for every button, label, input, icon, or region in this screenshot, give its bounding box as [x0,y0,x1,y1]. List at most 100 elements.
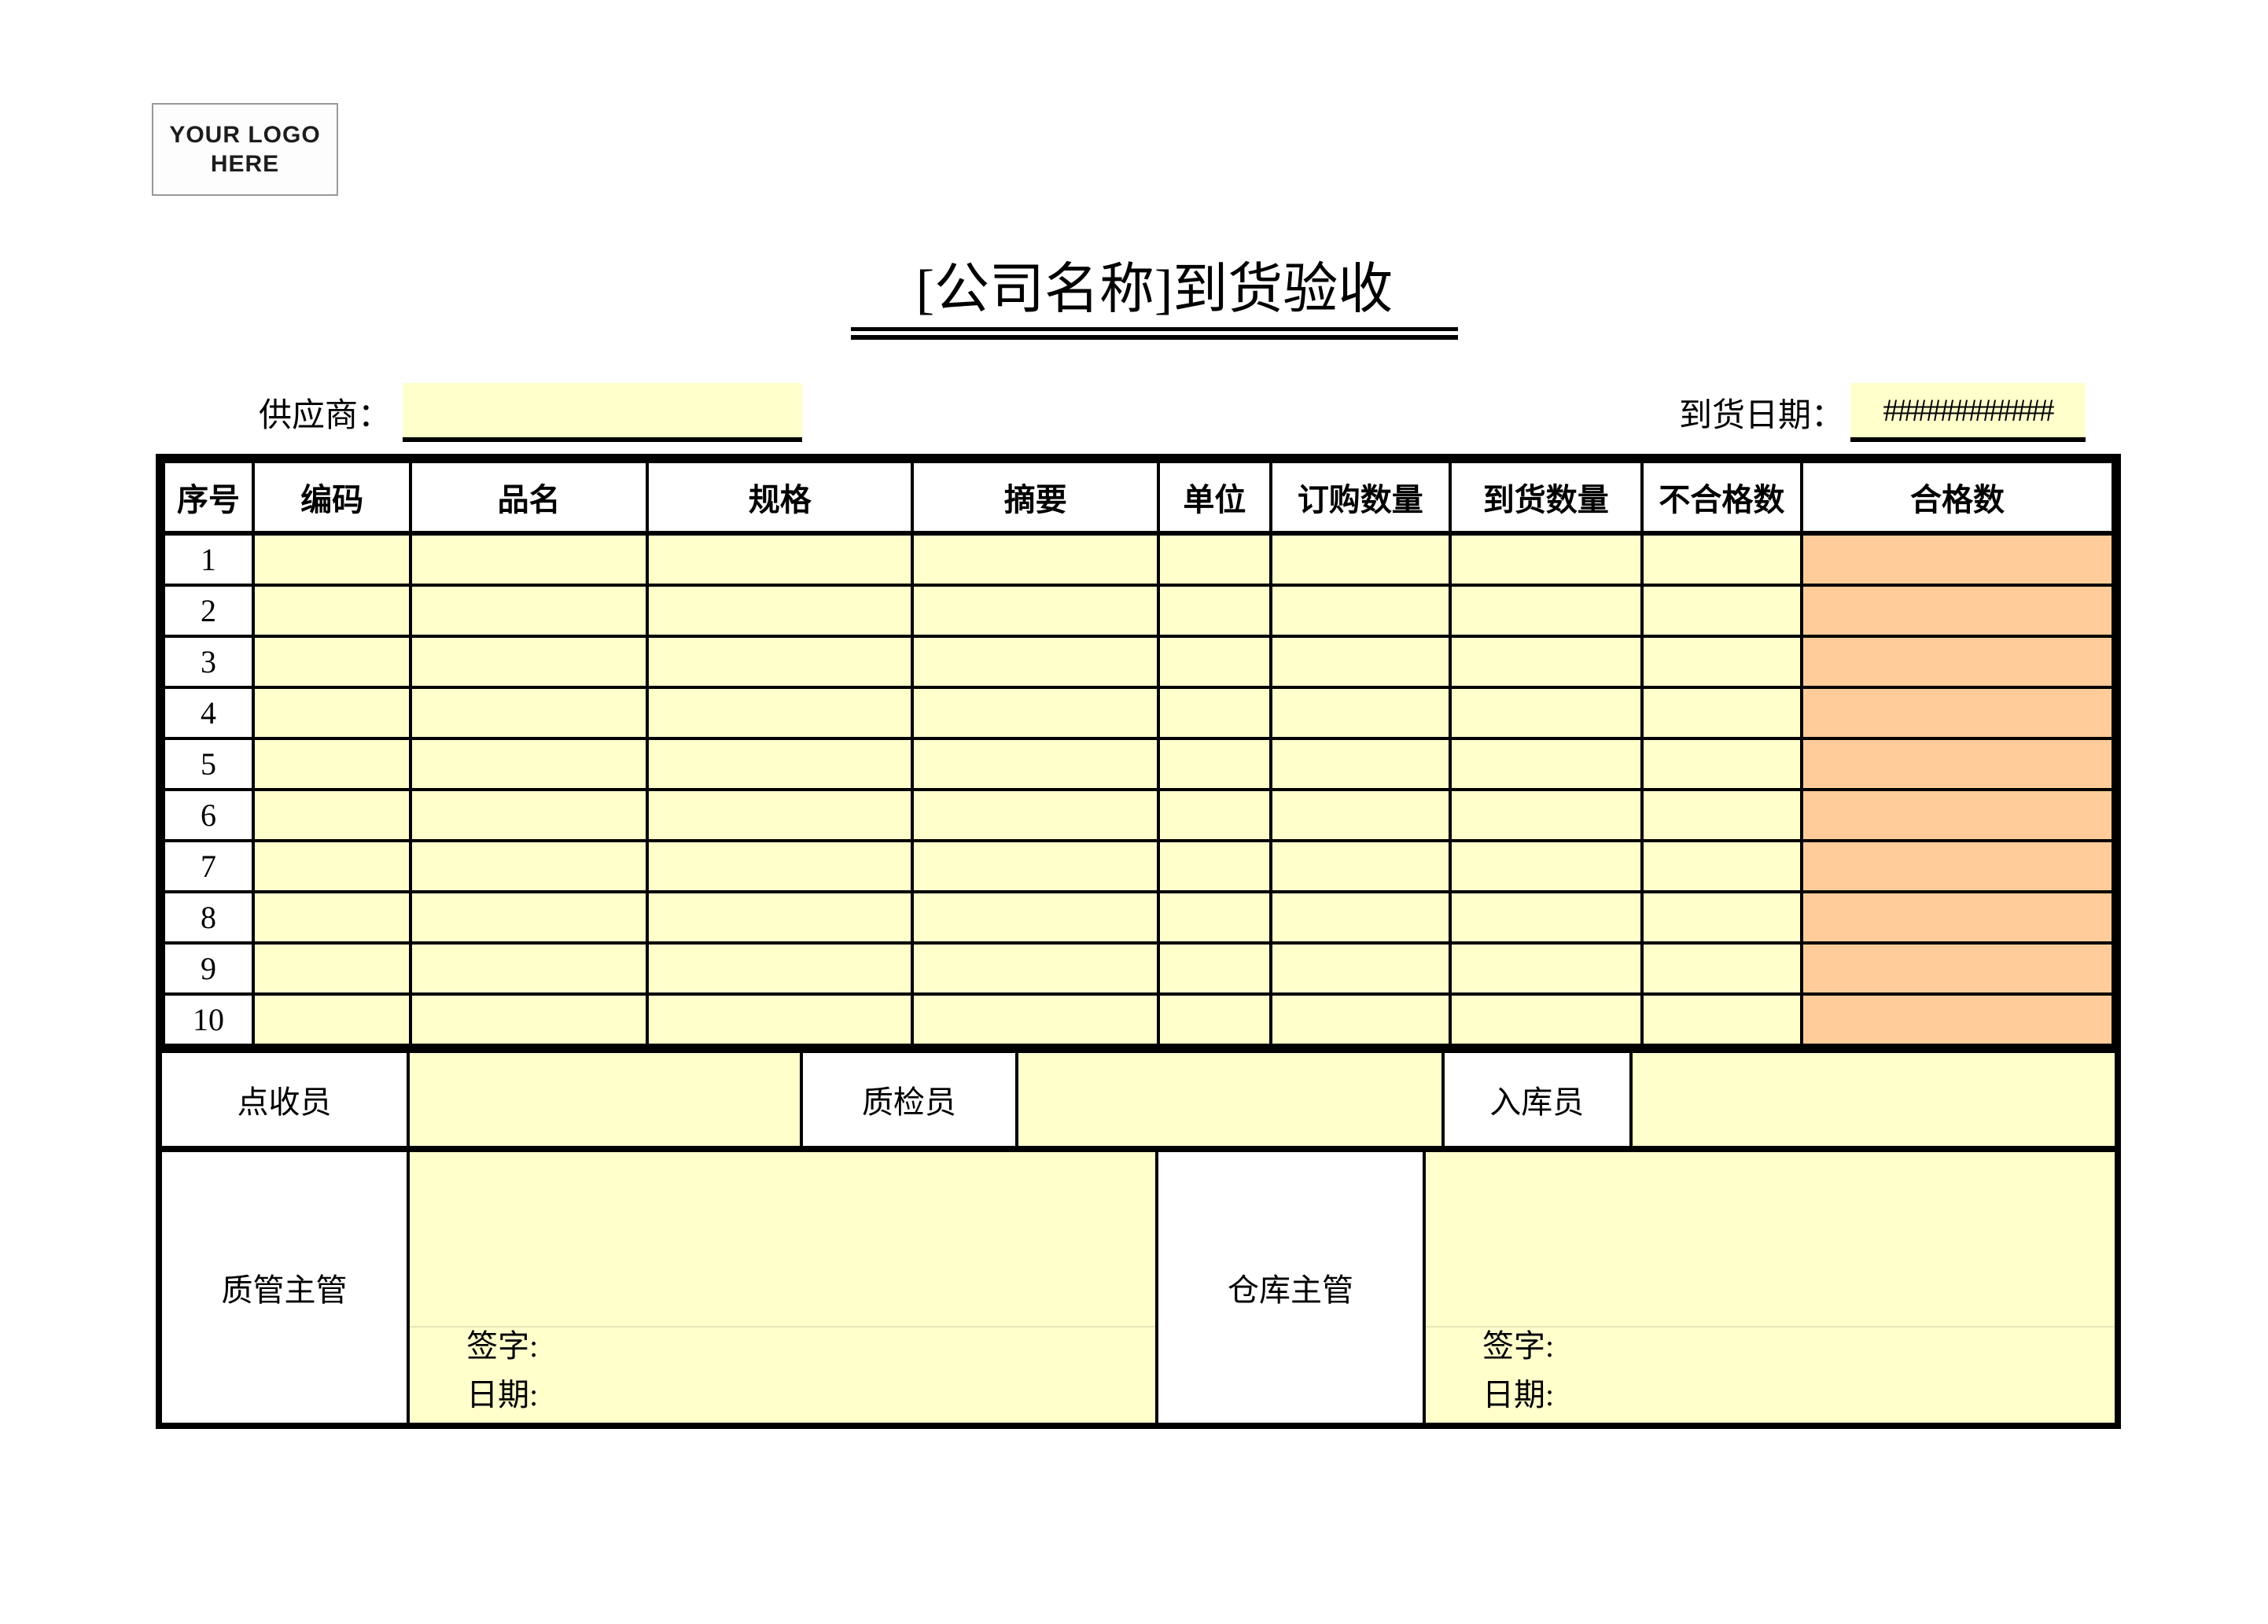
code-cell[interactable] [252,992,413,1047]
order-qty-cell[interactable] [1268,635,1452,689]
spec-cell[interactable] [646,839,915,893]
unqualified-qty-cell[interactable] [1640,839,1804,893]
unit-cell[interactable] [1157,635,1272,689]
qualified-qty-cell[interactable] [1800,737,2115,791]
product-name-cell[interactable] [409,635,650,689]
product-name-cell[interactable] [409,992,650,1047]
product-name-cell[interactable] [409,532,650,587]
product-name-cell[interactable] [409,584,650,638]
unit-cell[interactable] [1157,686,1272,740]
unqualified-qty-cell[interactable] [1640,788,1804,842]
unit-cell[interactable] [1157,584,1272,638]
warehouse-clerk-signature-cell[interactable] [1632,1053,2115,1146]
summary-cell[interactable] [911,635,1160,689]
arrival-qty-cell[interactable] [1448,839,1644,893]
summary-cell[interactable] [911,941,1160,996]
arrival-qty-cell[interactable] [1448,890,1644,945]
unit-cell[interactable] [1157,737,1272,791]
order-qty-cell[interactable] [1268,788,1452,842]
arrival-qty-cell[interactable] [1448,941,1644,996]
signers-row: 点收员 质检员 入库员 [162,1047,2115,1146]
arrival-qty-cell[interactable] [1448,992,1644,1047]
unit-cell[interactable] [1157,941,1272,996]
summary-cell[interactable] [911,992,1160,1047]
arrival-date-input[interactable]: ############ [1850,383,2086,442]
code-cell[interactable] [252,737,413,791]
spec-cell[interactable] [646,584,915,638]
summary-cell[interactable] [911,890,1160,945]
order-qty-cell[interactable] [1268,532,1452,587]
unqualified-qty-cell[interactable] [1640,890,1804,945]
code-cell[interactable] [252,839,413,893]
spec-cell[interactable] [646,788,915,842]
product-name-cell[interactable] [409,839,650,893]
order-qty-cell[interactable] [1268,584,1452,638]
spec-cell[interactable] [646,941,915,996]
quality-manager-signature-area[interactable]: 签字: 日期: [410,1152,1159,1423]
code-cell[interactable] [252,788,413,842]
arrival-qty-cell[interactable] [1448,532,1644,587]
spec-cell[interactable] [646,737,915,791]
product-name-cell[interactable] [409,737,650,791]
order-qty-cell[interactable] [1268,839,1452,893]
product-name-cell[interactable] [409,788,650,842]
unqualified-qty-cell[interactable] [1640,992,1804,1047]
spec-cell[interactable] [646,686,915,740]
qualified-qty-cell[interactable] [1800,788,2115,842]
code-cell[interactable] [252,635,413,689]
product-name-cell[interactable] [409,941,650,996]
code-cell[interactable] [252,584,413,638]
unit-cell[interactable] [1157,992,1272,1047]
product-name-cell[interactable] [409,686,650,740]
spec-cell[interactable] [646,532,915,587]
spec-cell[interactable] [646,992,915,1047]
arrival-qty-cell[interactable] [1448,737,1644,791]
product-name-cell[interactable] [409,890,650,945]
table-header: 序号 编码 品名 规格 摘要 单位 订购数量 到货数量 不合格数 合格数 [161,460,2115,536]
unit-cell[interactable] [1157,788,1272,842]
unqualified-qty-cell[interactable] [1640,584,1804,638]
qualified-qty-cell[interactable] [1800,686,2115,740]
summary-cell[interactable] [911,686,1160,740]
spec-cell[interactable] [646,890,915,945]
qualified-qty-cell[interactable] [1800,532,2115,587]
qualified-qty-cell[interactable] [1800,992,2115,1047]
form-title: [公司名称]到货验收 [851,256,1458,331]
unqualified-qty-cell[interactable] [1640,635,1804,689]
unqualified-qty-cell[interactable] [1640,686,1804,740]
qualified-qty-cell[interactable] [1800,584,2115,638]
summary-cell[interactable] [911,839,1160,893]
qualified-qty-cell[interactable] [1800,839,2115,893]
order-qty-cell[interactable] [1268,686,1452,740]
summary-cell[interactable] [911,737,1160,791]
warehouse-manager-signature-area[interactable]: 签字: 日期: [1425,1152,2115,1423]
unqualified-qty-cell[interactable] [1640,532,1804,587]
qualified-qty-cell[interactable] [1800,941,2115,996]
order-qty-cell[interactable] [1268,992,1452,1047]
code-cell[interactable] [252,532,413,587]
code-cell[interactable] [252,890,413,945]
arrival-qty-cell[interactable] [1448,788,1644,842]
unqualified-qty-cell[interactable] [1640,941,1804,996]
summary-cell[interactable] [911,788,1160,842]
arrival-qty-cell[interactable] [1448,686,1644,740]
unit-cell[interactable] [1157,839,1272,893]
unit-cell[interactable] [1157,890,1272,945]
inspector-signature-cell[interactable] [1018,1053,1445,1146]
summary-cell[interactable] [911,532,1160,587]
qualified-qty-cell[interactable] [1800,635,2115,689]
order-qty-cell[interactable] [1268,941,1452,996]
order-qty-cell[interactable] [1268,890,1452,945]
arrival-qty-cell[interactable] [1448,635,1644,689]
unit-cell[interactable] [1157,532,1272,587]
code-cell[interactable] [252,686,413,740]
qualified-qty-cell[interactable] [1800,890,2115,945]
supplier-input[interactable] [403,383,802,442]
summary-cell[interactable] [911,584,1160,638]
spec-cell[interactable] [646,635,915,689]
order-qty-cell[interactable] [1268,737,1452,791]
arrival-qty-cell[interactable] [1448,584,1644,638]
unqualified-qty-cell[interactable] [1640,737,1804,791]
receiver-signature-cell[interactable] [410,1053,803,1146]
code-cell[interactable] [252,941,413,996]
